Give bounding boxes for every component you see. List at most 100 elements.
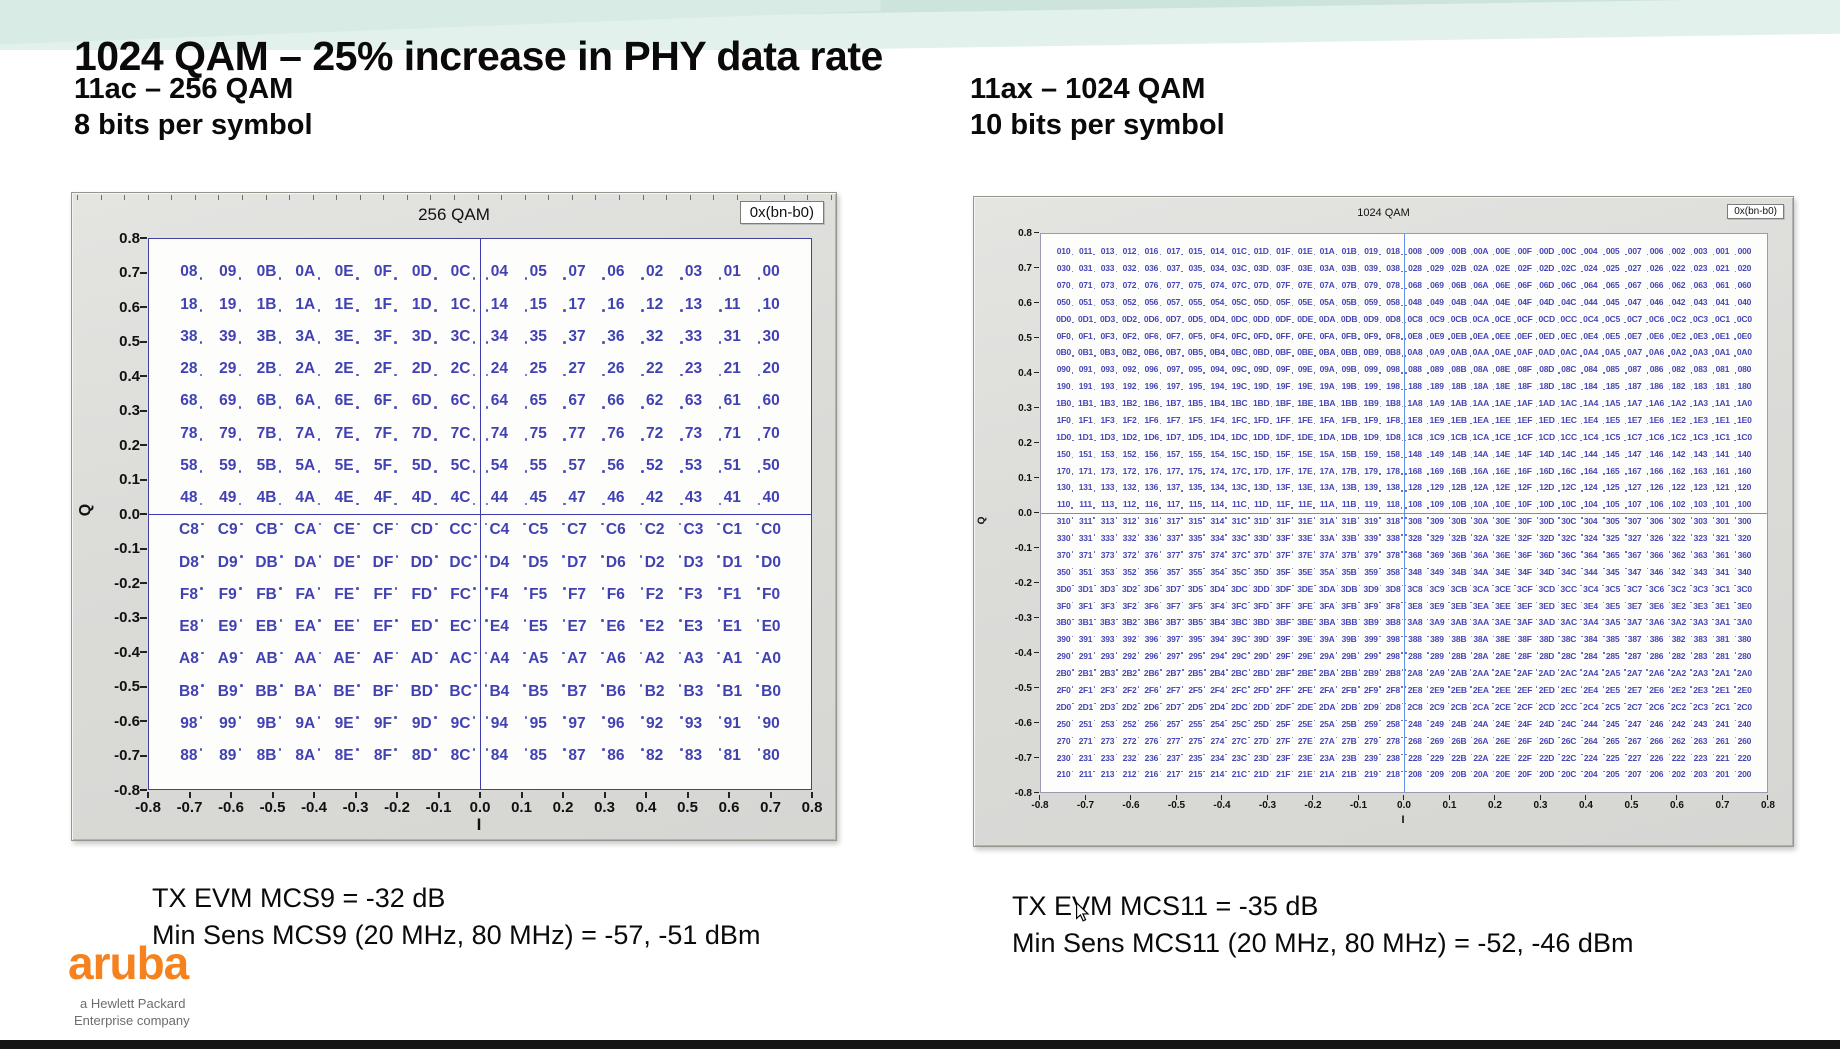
constellation-point-label: 2D8 bbox=[1385, 701, 1404, 712]
constellation-point: 2C5 bbox=[1602, 699, 1624, 716]
constellation-point: 3D1 bbox=[1075, 581, 1097, 598]
y-tick-label: 0.5 bbox=[1018, 332, 1032, 344]
constellation-point: 7D bbox=[402, 417, 441, 449]
constellation-point-label: 373 bbox=[1100, 549, 1117, 560]
constellation-point-label: 38 bbox=[180, 327, 203, 345]
constellation-point-label: 27A bbox=[1319, 735, 1338, 746]
constellation-point: 17C bbox=[1228, 462, 1250, 479]
constellation-point: 2CD bbox=[1535, 699, 1558, 716]
constellation-point: 28F bbox=[1514, 648, 1536, 665]
constellation-point-label: 16 bbox=[602, 295, 625, 313]
constellation-point-label: 20F bbox=[1515, 769, 1532, 780]
constellation-point: 1E1 bbox=[1711, 412, 1733, 429]
constellation-point: 127 bbox=[1624, 479, 1646, 496]
constellation-point-label: 375 bbox=[1188, 549, 1205, 560]
constellation-point-label: 378 bbox=[1386, 549, 1403, 560]
constellation-point: 3B4 bbox=[1206, 614, 1228, 631]
constellation-point: 377 bbox=[1162, 547, 1184, 564]
constellation-point-label: 374 bbox=[1210, 549, 1227, 560]
constellation-point-label: 16D bbox=[1536, 465, 1555, 476]
constellation-point: 2A6 bbox=[1646, 665, 1668, 682]
constellation-point-label: 356 bbox=[1144, 566, 1161, 577]
constellation-point: 15B bbox=[1338, 445, 1360, 462]
constellation-point-label: 245 bbox=[1603, 718, 1620, 729]
constellation-point-label: 0CF bbox=[1514, 313, 1533, 324]
constellation-point: 0BA bbox=[1316, 344, 1339, 361]
constellation-point-label: 04F bbox=[1515, 296, 1532, 307]
constellation-point-label: 3AB bbox=[1447, 617, 1468, 628]
constellation-point-label: 194 bbox=[1210, 381, 1227, 392]
constellation-point: 46 bbox=[596, 482, 635, 514]
x-tick-label: -0.4 bbox=[301, 799, 327, 816]
constellation-point: 170 bbox=[1053, 462, 1075, 479]
x-tick-label: 0.5 bbox=[677, 799, 698, 816]
constellation-point: 2A1 bbox=[1711, 665, 1733, 682]
x-tick-label: -0.3 bbox=[342, 799, 369, 816]
constellation-point: 189 bbox=[1426, 378, 1448, 395]
constellation-point-label: 1A8 bbox=[1404, 398, 1423, 409]
constellation-point: 2B7 bbox=[1162, 665, 1184, 682]
constellation-point: 00E bbox=[1492, 243, 1514, 260]
constellation-point: 3BF bbox=[1272, 614, 1295, 631]
top-edge-tick bbox=[642, 195, 644, 200]
constellation-point: 17 bbox=[558, 288, 597, 320]
constellation-point: 35D bbox=[1250, 564, 1272, 581]
constellation-point-label: 371 bbox=[1078, 549, 1095, 560]
y-tick-mark bbox=[1034, 652, 1039, 653]
constellation-point-label: 0CA bbox=[1469, 313, 1490, 324]
constellation-point-label: 2E9 bbox=[1427, 684, 1445, 695]
constellation-point: 069 bbox=[1426, 277, 1448, 294]
constellation-point-label: 00F bbox=[1515, 246, 1532, 257]
x-tick-label: -0.3 bbox=[1258, 800, 1277, 811]
constellation-point-label: 07D bbox=[1253, 279, 1272, 290]
constellation-point: 2E bbox=[325, 353, 364, 385]
constellation-point: 3F6 bbox=[1140, 597, 1162, 614]
constellation-point: 229 bbox=[1426, 749, 1448, 766]
constellation-point: 3E1 bbox=[1711, 597, 1733, 614]
constellation-point-label: 2BD bbox=[1253, 668, 1273, 679]
constellation-point: 270 bbox=[1053, 732, 1075, 749]
constellation-point: 17B bbox=[1338, 462, 1360, 479]
constellation-point-label: 1AF bbox=[1514, 398, 1533, 409]
constellation-point: 312 bbox=[1118, 513, 1140, 530]
constellation-point-label: 3B5 bbox=[1187, 617, 1206, 628]
constellation-point-label: 14F bbox=[1515, 448, 1532, 459]
constellation-point-label: 3E3 bbox=[1690, 600, 1708, 611]
constellation-point-label: 247 bbox=[1625, 718, 1642, 729]
constellation-point-label: 12F bbox=[1515, 482, 1532, 493]
constellation-point-label: 313 bbox=[1100, 516, 1117, 527]
constellation-point: 2AD bbox=[1535, 665, 1558, 682]
constellation-point: 17D bbox=[1250, 462, 1272, 479]
constellation-point-label: BC bbox=[449, 682, 478, 700]
constellation-point: A3 bbox=[674, 643, 713, 675]
constellation-point-label: 07F bbox=[1276, 279, 1293, 290]
constellation-point: 0F1 bbox=[1075, 327, 1097, 344]
y-tick-mark bbox=[1034, 582, 1039, 583]
constellation-point-label: 158 bbox=[1386, 448, 1403, 459]
constellation-point: 3C8 bbox=[1404, 581, 1426, 598]
constellation-point-label: 3F bbox=[373, 327, 398, 345]
constellation-point: 0AB bbox=[1447, 344, 1470, 361]
constellation-point: 363 bbox=[1690, 547, 1712, 564]
constellation-point-label: 36D bbox=[1536, 549, 1555, 560]
constellation-point-label: 132 bbox=[1122, 482, 1139, 493]
constellation-point-label: 116 bbox=[1144, 499, 1161, 510]
constellation-point-label: E2 bbox=[640, 618, 665, 636]
constellation-point-label: 038 bbox=[1386, 262, 1403, 273]
constellation-point-label: 337 bbox=[1166, 533, 1183, 544]
constellation-point-label: F9 bbox=[218, 585, 242, 603]
bottom-bar bbox=[0, 1040, 1840, 1049]
y-tick-label: -0.6 bbox=[1014, 717, 1032, 729]
x-tick-mark bbox=[354, 792, 357, 798]
constellation-point-label: 177 bbox=[1166, 465, 1183, 476]
constellation-point-label: 20B bbox=[1448, 769, 1467, 780]
x-tick-label: 0.6 bbox=[718, 799, 740, 816]
constellation-point-label: 7C bbox=[450, 424, 476, 442]
constellation-point: 32D bbox=[1536, 530, 1558, 547]
x-tick-label: 0.1 bbox=[511, 799, 532, 816]
constellation-point-label: 37D bbox=[1253, 549, 1272, 560]
constellation-point: 181 bbox=[1711, 378, 1733, 395]
constellation-point: 033 bbox=[1097, 260, 1119, 277]
constellation-point-label: 090 bbox=[1056, 364, 1073, 375]
constellation-point-label: 76 bbox=[602, 424, 625, 442]
